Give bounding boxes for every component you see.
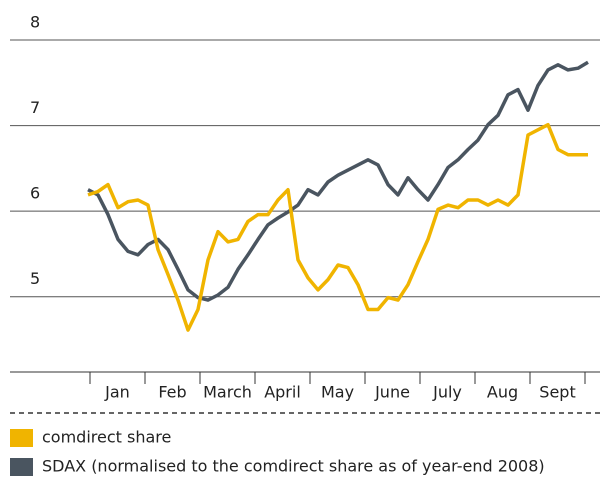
x-tick-label: Feb — [158, 383, 186, 402]
x-tick-label: April — [264, 383, 301, 402]
y-tick-label: 7 — [30, 98, 40, 117]
series-line — [87, 122, 588, 332]
x-tick-label: July — [432, 383, 462, 402]
legend-swatch — [10, 429, 33, 447]
series-line — [87, 60, 589, 302]
legend-swatch — [10, 458, 33, 476]
x-tick-label: Sept — [539, 383, 575, 402]
y-tick-label: 6 — [30, 184, 40, 203]
legend-label: SDAX (normalised to the comdirect share … — [42, 457, 545, 476]
x-tick-label: Aug — [487, 383, 518, 402]
x-tick-label: June — [374, 383, 410, 402]
legend-label: comdirect share — [42, 428, 171, 447]
y-tick-label: 8 — [30, 13, 40, 32]
x-tick-label: March — [203, 383, 252, 402]
x-tick-label: May — [321, 383, 354, 402]
y-tick-label: 5 — [30, 269, 40, 288]
x-tick-label: Jan — [104, 383, 130, 402]
